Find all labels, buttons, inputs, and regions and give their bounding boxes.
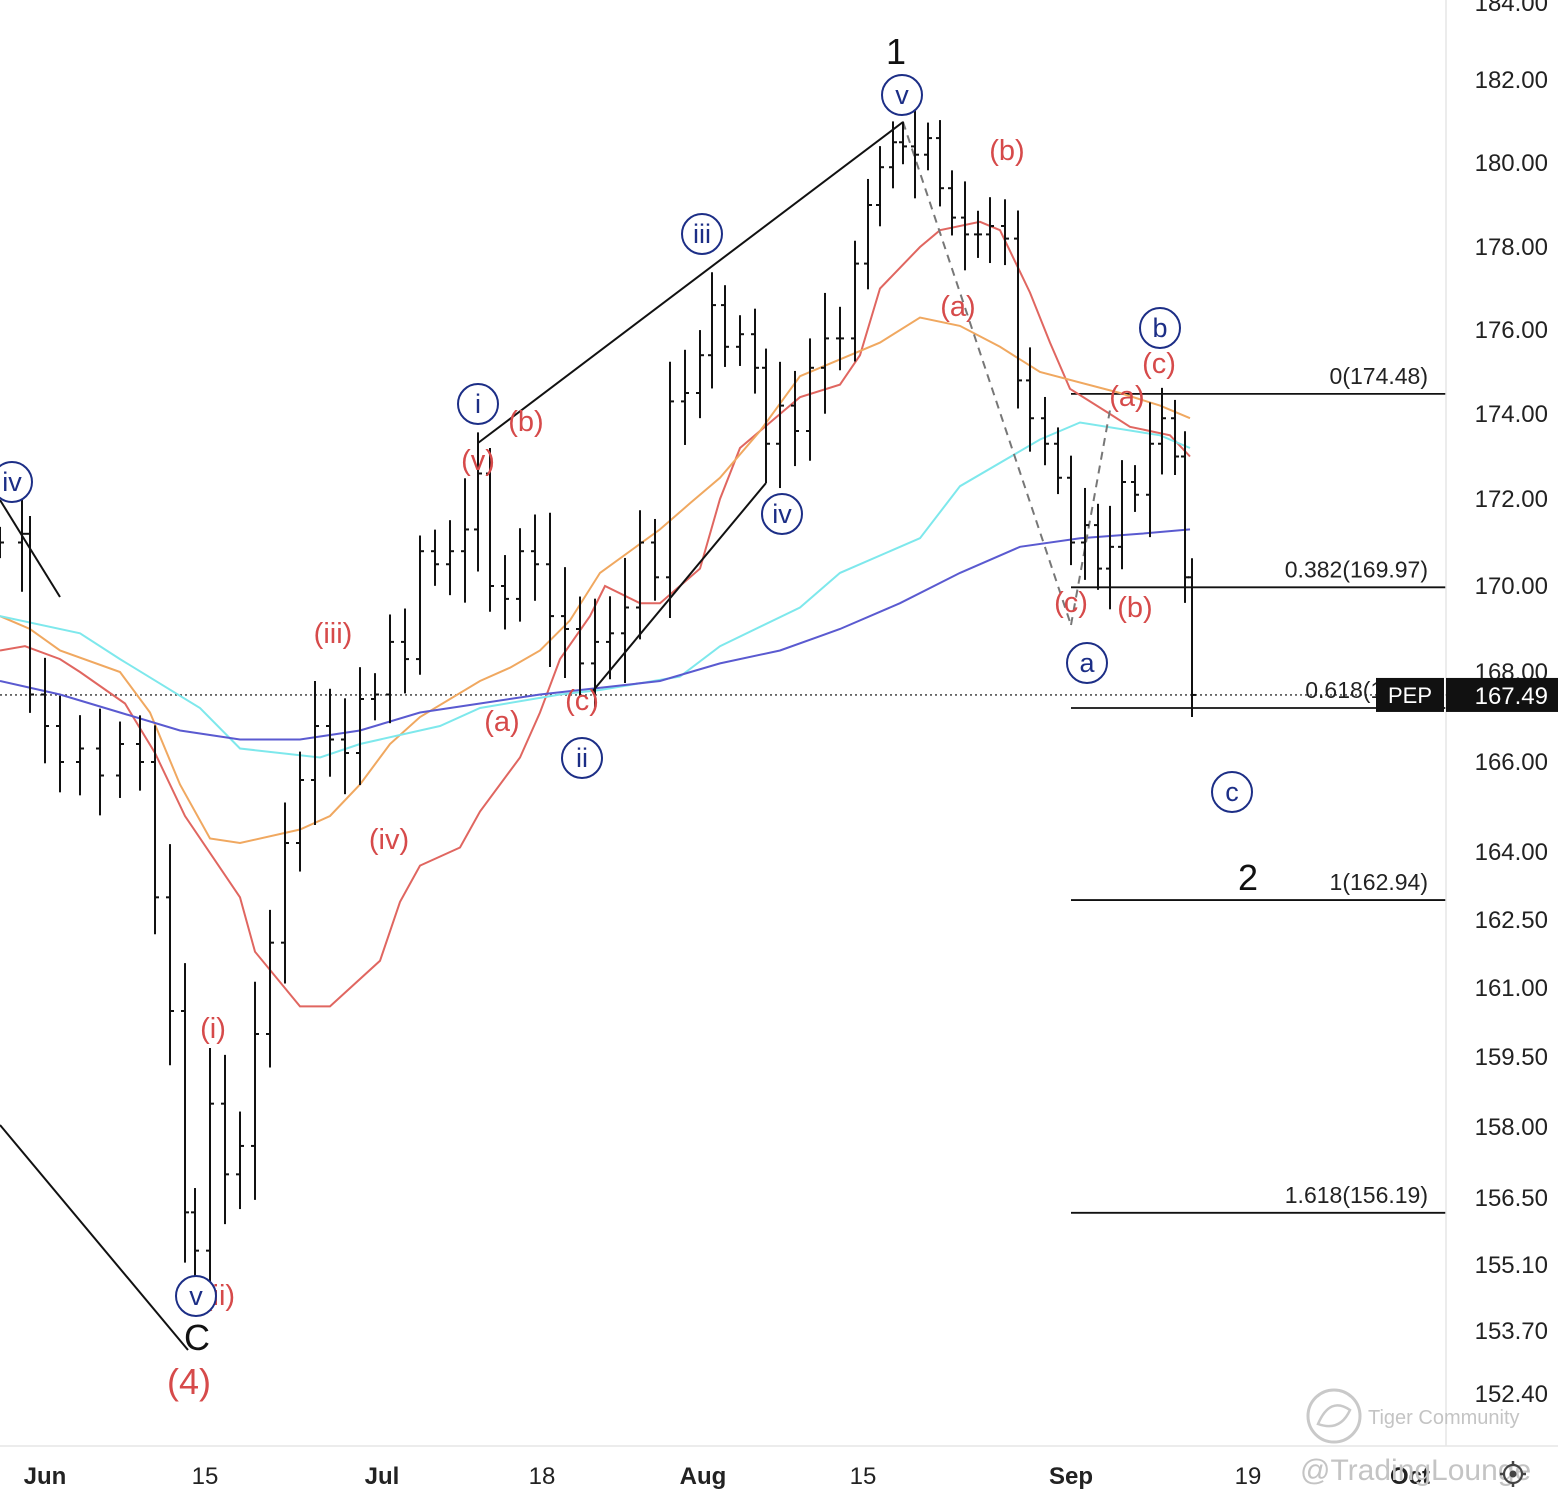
price-tick-label: 170.00	[1475, 573, 1548, 600]
date-tick-label: 19	[1235, 1463, 1262, 1490]
wave-label-red: (b)	[989, 135, 1024, 167]
wave-label-circled: iv	[2, 467, 22, 497]
wave-circle	[881, 74, 923, 116]
price-tick-label: 176.00	[1475, 317, 1548, 344]
wave-label-red: (v)	[461, 445, 495, 477]
watermark-logo-mark	[1316, 1404, 1352, 1428]
price-tick-label: 184.00	[1475, 0, 1548, 17]
projection-dashed-line	[902, 121, 1072, 626]
date-tick-label: Sep	[1049, 1463, 1093, 1490]
wave-label-red: (a)	[940, 291, 975, 323]
wave-label-circled: iii	[693, 219, 711, 249]
date-tick-label: 18	[529, 1463, 556, 1490]
fib-level-label: 1(162.94)	[1330, 869, 1428, 895]
wave-label-red: (iii)	[314, 618, 353, 650]
date-tick-label: Jun	[24, 1463, 67, 1490]
price-tick-label: 158.00	[1475, 1114, 1548, 1141]
date-tick-label: 15	[192, 1463, 219, 1490]
wave-circle	[561, 737, 603, 779]
symbol-tag-bg	[1376, 677, 1444, 712]
trend-line	[0, 1124, 189, 1351]
watermark-author: @TradingLounge	[1300, 1454, 1531, 1487]
fib-level-label: 0(174.48)	[1330, 363, 1428, 389]
price-tick-label: 162.50	[1475, 907, 1548, 934]
price-tick-label: 164.00	[1475, 839, 1548, 866]
wave-label-red: (a)	[1109, 381, 1144, 413]
price-tick-label: 182.00	[1475, 67, 1548, 94]
symbol-tag: PEP	[1388, 683, 1432, 708]
wave-label-red: (i)	[200, 1013, 226, 1045]
price-tick-label: 174.00	[1475, 401, 1548, 428]
price-tick-label: 156.50	[1475, 1185, 1548, 1212]
wave-label-red: (c)	[1142, 348, 1176, 380]
price-tick-label: 159.50	[1475, 1044, 1548, 1071]
wave-label-circled: c	[1225, 777, 1239, 807]
trend-line	[477, 121, 904, 444]
wave-label-circled: ii	[576, 743, 588, 773]
price-tick-label: 153.70	[1475, 1318, 1548, 1345]
wave-label-circled: a	[1079, 648, 1095, 678]
wave-circle	[1139, 307, 1181, 349]
wave-circle	[681, 213, 723, 255]
watermark-logo-icon	[1306, 1388, 1362, 1444]
wave-label-red: (iv)	[369, 824, 409, 856]
wave-label-circled: v	[895, 80, 909, 110]
wave-label-circled: b	[1152, 313, 1167, 343]
wave-circle	[175, 1275, 217, 1317]
trend-line	[591, 482, 767, 693]
wave-label-red: (b)	[508, 406, 543, 438]
wave-label-red: (c)	[565, 685, 599, 717]
wave-label-red: (c)	[1054, 587, 1088, 619]
wave-label-black: 1	[886, 31, 906, 72]
price-tick-label: 155.10	[1475, 1252, 1548, 1279]
wave-label-circled: i	[475, 389, 481, 419]
moving-average-line	[0, 528, 1191, 741]
wave-label-black: 2	[1238, 857, 1258, 898]
projection-dashed-line	[1070, 409, 1111, 626]
moving-average-line	[0, 316, 1191, 845]
settings-gear-icon[interactable]	[1500, 1461, 1526, 1487]
fib-level-label: 1.618(156.19)	[1285, 1182, 1428, 1208]
price-tick-label: 180.00	[1475, 150, 1548, 177]
last-price-tag: PEP 167.49	[1376, 677, 1558, 712]
wave-label-red: (b)	[1117, 592, 1152, 624]
wave-circle	[761, 493, 803, 535]
last-price-bg	[1446, 677, 1558, 712]
price-axis: 184.00 182.00 180.00 178.00 176.00 174.00 172.…	[0, 0, 1558, 1447]
price-tick-label: 178.00	[1475, 234, 1548, 261]
watermark: Tiger Community @TradingLounge	[1300, 1388, 1531, 1487]
fib-level-label: 0.382(169.97)	[1285, 556, 1428, 582]
ohlc-bars	[0, 103, 1196, 1308]
wave-labels: 12C(4)(i)(ii)(iii)(iv)(v)(a)(b)(c)(a)(b)…	[0, 31, 1258, 1402]
wave-label-red: (4)	[167, 1361, 211, 1402]
price-tick-label: 172.00	[1475, 486, 1548, 513]
date-tick-label: 15	[850, 1463, 877, 1490]
wave-label-red: (a)	[484, 706, 519, 738]
date-axis: Jun 15 Jul 18 Aug 15 Sep 19 Oct	[24, 1463, 1430, 1490]
wave-label-circled: v	[189, 1281, 203, 1311]
price-tick-label: 166.00	[1475, 749, 1548, 776]
wave-circle	[457, 383, 499, 425]
last-price-value: 167.49	[1475, 683, 1548, 710]
watermark-brand: Tiger Community	[1368, 1407, 1520, 1429]
date-tick-label: Oct	[1390, 1463, 1430, 1490]
price-tick-label: 152.40	[1475, 1381, 1548, 1408]
wave-label-circled: iv	[772, 499, 792, 529]
price-tick-label: 161.00	[1475, 975, 1548, 1002]
fib-lines	[0, 392, 1446, 1214]
date-tick-label: Jul	[365, 1463, 400, 1490]
wave-circle	[1211, 771, 1253, 813]
wave-circle	[1066, 642, 1108, 684]
wave-label-black: C	[184, 1317, 210, 1358]
fib-labels: 0(174.48)0.382(169.97)0.618(167.21(162.9…	[1285, 363, 1428, 1208]
date-tick-label: Aug	[680, 1463, 727, 1490]
wave-circle	[0, 461, 33, 503]
